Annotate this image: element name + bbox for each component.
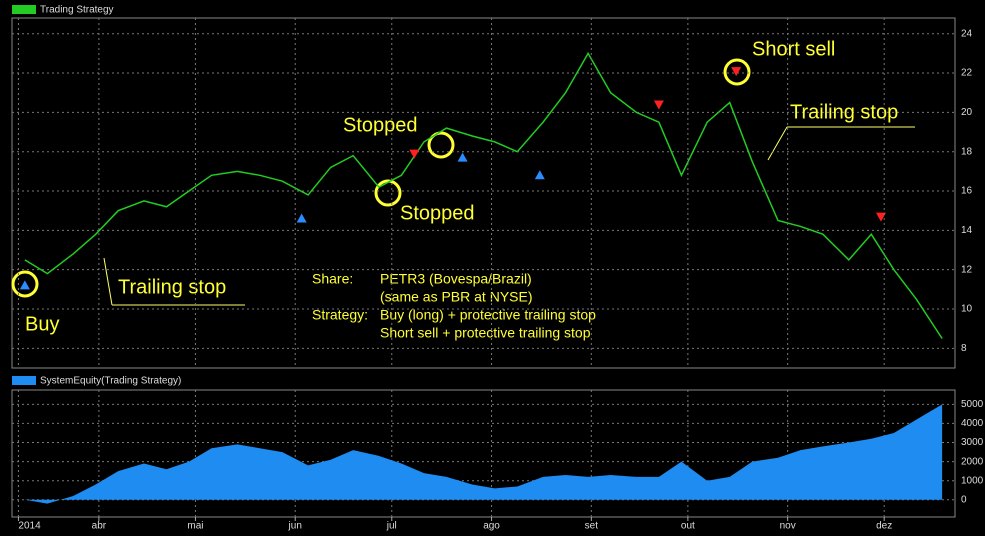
equity-panel — [11, 389, 956, 518]
info-text: Share: — [312, 271, 353, 287]
pointer-lines — [103, 126, 915, 306]
y-tick-label: 8 — [961, 343, 967, 354]
legend-label: SystemEquity(Trading Strategy) — [40, 376, 181, 387]
y-tick-label: 0 — [961, 494, 967, 505]
price-panel — [11, 17, 956, 369]
x-tick-label: abr — [92, 521, 107, 532]
circle — [427, 131, 455, 159]
sell-signal — [731, 67, 742, 77]
x-tick-label: 2014 — [18, 521, 41, 532]
legend-swatch — [12, 376, 36, 385]
highlight-circles — [11, 58, 751, 298]
y-tick-label: 18 — [961, 146, 973, 157]
info-text: Short sell + protective trailing stop — [380, 325, 591, 341]
y-tick-label: 12 — [961, 264, 973, 275]
buy-signal — [19, 280, 30, 290]
y-tick-label: 1000 — [961, 475, 984, 486]
info-text: (same as PBR at NYSE) — [380, 289, 533, 305]
circle — [11, 270, 39, 298]
equity-area — [24, 404, 943, 504]
x-tick-label: mai — [187, 521, 203, 532]
sell-signal — [875, 212, 886, 222]
info-text: Strategy: — [312, 307, 368, 323]
buy-signal — [457, 152, 468, 162]
y-tick-label: 16 — [961, 186, 973, 197]
annotation: Trailing stop — [118, 276, 226, 298]
annotation: Stopped — [400, 202, 475, 224]
annotation: Trailing stop — [790, 101, 898, 123]
info-text: Buy (long) + protective trailing stop — [380, 307, 596, 323]
circle — [723, 58, 751, 86]
x-tick-label: jun — [288, 521, 302, 532]
sell-signal — [653, 100, 664, 110]
y-tick-label: 3000 — [961, 437, 984, 448]
x-tick-label: jul — [386, 521, 397, 532]
y-tick-label: 5000 — [961, 399, 984, 410]
sell-signal — [409, 149, 420, 159]
x-tick-label: set — [585, 521, 599, 532]
annotation: Stopped — [343, 114, 418, 136]
y-tick-label: 24 — [961, 28, 973, 39]
x-tick-label: nov — [780, 521, 796, 532]
buy-signal — [534, 170, 545, 180]
x-tick-label: dez — [876, 521, 892, 532]
circle — [374, 179, 402, 207]
annotation: Short sell — [752, 38, 835, 60]
y-tick-label: 10 — [961, 304, 973, 315]
pointer — [767, 126, 788, 161]
y-tick-label: 22 — [961, 68, 973, 79]
legend-label: Trading Strategy — [40, 5, 114, 16]
y-tick-label: 14 — [961, 225, 973, 236]
annotation: Buy — [25, 313, 59, 335]
x-tick-label: out — [681, 521, 695, 532]
y-tick-label: 2000 — [961, 456, 984, 467]
x-tick-label: ago — [483, 521, 500, 532]
y-tick-label: 20 — [961, 107, 973, 118]
info-text: PETR3 (Bovespa/Brazil) — [380, 271, 532, 287]
price-line — [24, 51, 943, 339]
pointer — [103, 257, 113, 306]
y-tick-label: 4000 — [961, 418, 984, 429]
legend-swatch — [12, 5, 36, 14]
buy-signal — [296, 213, 307, 223]
